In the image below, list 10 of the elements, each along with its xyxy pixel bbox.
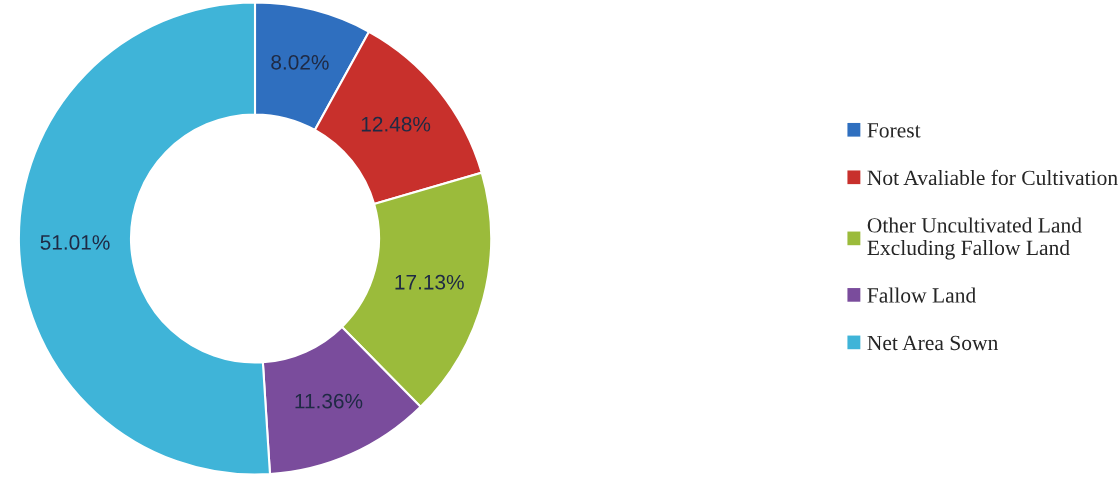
legend-label: Fallow Land [867, 287, 976, 303]
legend-label: Forest [867, 123, 921, 138]
legend-label: Other Uncultivated Land Excluding Fallow Land [867, 217, 1082, 260]
data-label: 8.02% [271, 54, 329, 70]
data-label: 11.36% [295, 393, 363, 409]
data-label: 12.48% [361, 116, 431, 132]
data-label: 51.01% [40, 235, 110, 250]
data-label: 17.13% [395, 274, 464, 290]
legend-label: Not Avaliable for Cultivation [867, 169, 1118, 186]
legend-label: Net Area Sown [867, 335, 999, 351]
